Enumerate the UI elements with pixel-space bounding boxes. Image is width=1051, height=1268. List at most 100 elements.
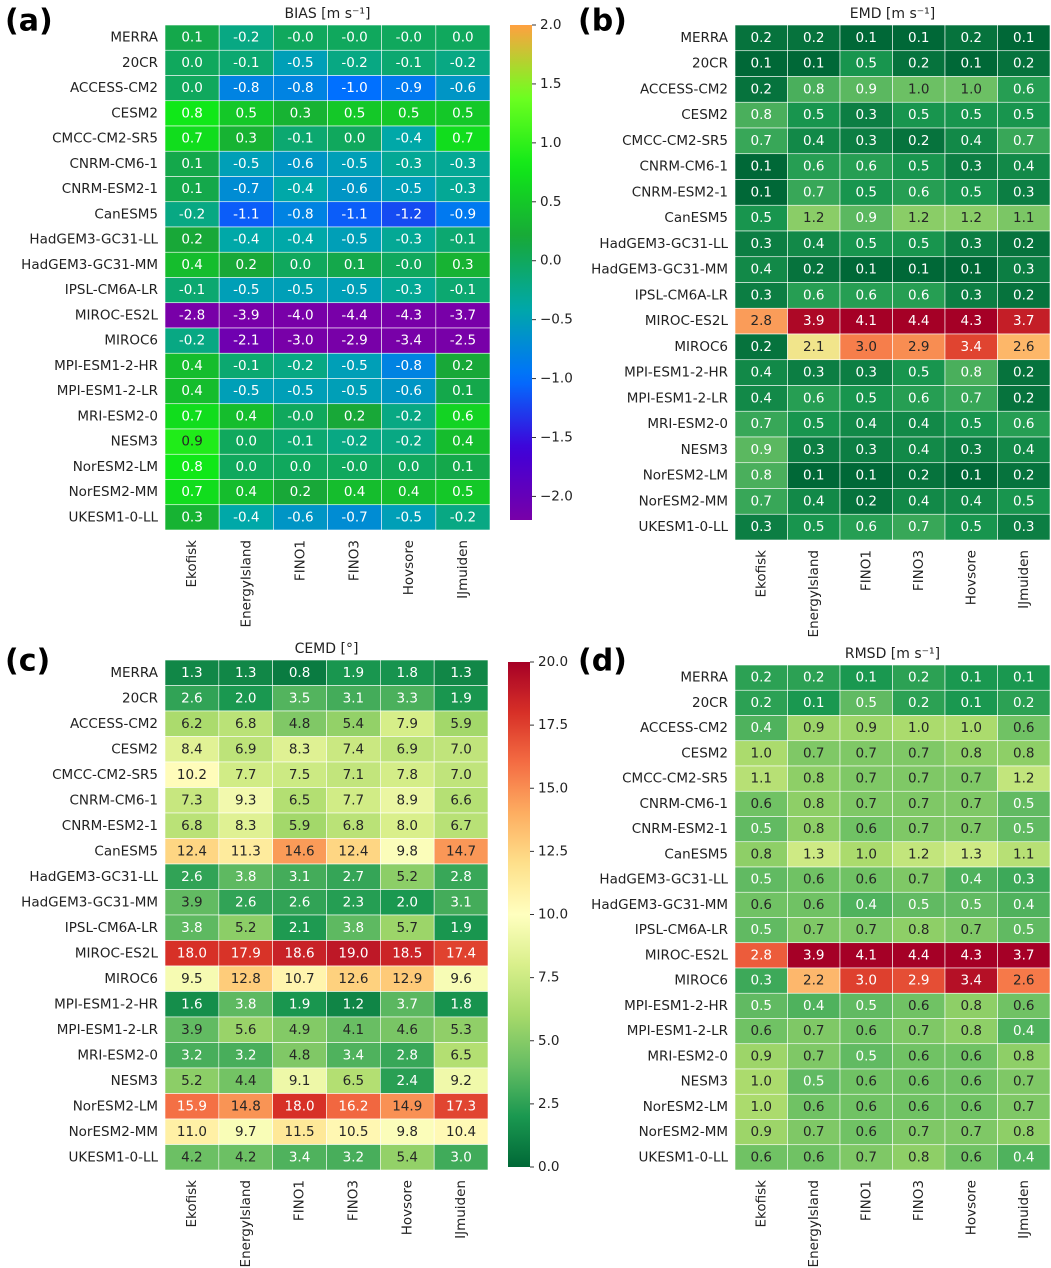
cell-label: -0.0	[341, 459, 367, 475]
cell-label: 0.1	[751, 184, 772, 200]
heatmap-cell	[997, 1018, 1051, 1045]
cell-label: 0.2	[751, 30, 772, 46]
cell-label: 2.2	[803, 973, 824, 989]
cell-label: 3.5	[289, 690, 310, 706]
heatmap-cell	[272, 991, 327, 1018]
row-label: CNRM-CM6-1	[639, 796, 728, 812]
cell-label: 4.8	[289, 716, 310, 732]
cell-label: 3.7	[1013, 947, 1034, 963]
heatmap-cell	[380, 1067, 435, 1094]
heatmap-cell	[892, 1119, 946, 1146]
cell-label: -4.3	[396, 307, 422, 323]
cell-label: 0.2	[908, 133, 929, 149]
cell-label: 0.2	[856, 493, 877, 509]
cell-label: 0.5	[961, 107, 982, 123]
heatmap-cell	[327, 352, 382, 379]
heatmap-cell	[327, 428, 382, 455]
heatmap-cell	[892, 664, 946, 691]
cell-label: 0.3	[1013, 262, 1034, 278]
row-label: ACCESS-CM2	[70, 716, 158, 732]
cell-label: 0.7	[908, 821, 929, 837]
cell-label: 0.7	[751, 416, 772, 432]
heatmap-cell	[839, 866, 893, 893]
cell-label: 0.6	[961, 1149, 982, 1165]
heatmap-cell	[839, 230, 893, 258]
cell-label: 10.2	[177, 767, 207, 783]
cell-label: -0.1	[450, 232, 476, 248]
row-label: UKESM1-0-LL	[69, 1149, 159, 1165]
heatmap-cell	[218, 327, 274, 354]
cell-label: -0.9	[450, 206, 476, 222]
cell-label: 0.7	[908, 771, 929, 787]
cell-label: 0.4	[961, 872, 982, 888]
cell-label: 0.3	[803, 365, 824, 381]
cell-label: -0.0	[396, 30, 422, 46]
heatmap-cell	[839, 1068, 893, 1095]
cell-label: 0.2	[803, 262, 824, 278]
heatmap-cell	[944, 790, 998, 817]
cell-label: 0.6	[751, 1149, 772, 1165]
cell-label: 0.7	[1013, 1074, 1034, 1090]
cell-label: 0.5	[856, 184, 877, 200]
heatmap-cell	[218, 685, 273, 712]
heatmap-cell	[734, 1068, 788, 1095]
heatmap-cell	[326, 1016, 381, 1043]
cell-label: 0.3	[856, 442, 877, 458]
row-label: CanESM5	[94, 843, 158, 859]
cell-label: 9.8	[397, 843, 418, 859]
cell-label: 1.9	[450, 920, 471, 936]
cell-label: -2.8	[179, 307, 205, 323]
cell-label: 0.7	[803, 1124, 824, 1140]
cell-label: -3.9	[233, 307, 259, 323]
heatmap-cell	[734, 333, 788, 361]
cell-label: 0.9	[856, 210, 877, 226]
colorbar-tick-label: 1.0	[540, 135, 561, 151]
cell-label: 7.7	[343, 792, 364, 808]
heatmap-cell	[997, 385, 1051, 412]
column-label: FINO1	[858, 1180, 874, 1221]
cell-label: 0.6	[856, 1074, 877, 1090]
cell-label: 1.2	[961, 210, 982, 226]
heatmap-cell	[164, 812, 220, 839]
heatmap-cell	[218, 991, 273, 1018]
cell-label: 0.3	[856, 133, 877, 149]
heatmap-cell	[327, 504, 382, 531]
heatmap-cell	[734, 179, 788, 206]
heatmap-cell	[839, 101, 893, 129]
heatmap-cell	[839, 307, 893, 335]
cell-label: 0.0	[452, 30, 473, 46]
heatmap-cell	[164, 428, 220, 455]
heatmap-cell	[892, 891, 946, 918]
heatmap-cell	[272, 736, 327, 763]
heatmap-cell	[892, 866, 946, 893]
cell-label: 3.0	[856, 973, 877, 989]
column-label: FINO1	[292, 1180, 308, 1221]
cell-label: 0.1	[181, 181, 202, 197]
cell-label: 0.1	[856, 30, 877, 46]
row-label: IPSL-CM6A-LR	[65, 920, 158, 936]
heatmap-cell	[787, 942, 841, 969]
cell-label: -0.2	[287, 358, 313, 374]
heatmap-cell	[218, 736, 273, 763]
heatmap-cell	[435, 479, 491, 506]
cell-label: 9.2	[450, 1073, 471, 1089]
cell-label: 0.9	[751, 1124, 772, 1140]
heatmap-cell	[164, 453, 220, 480]
cell-label: 0.1	[1013, 30, 1034, 46]
cell-label: 10.4	[446, 1124, 476, 1140]
cell-label: 17.3	[446, 1098, 476, 1114]
heatmap-cell	[380, 965, 435, 992]
cell-label: 0.2	[751, 695, 772, 711]
heatmap-cell	[433, 1118, 489, 1145]
heatmap-cell	[787, 488, 841, 515]
row-label: MIROC6	[674, 339, 728, 355]
cell-label: 1.3	[181, 665, 202, 681]
heatmap-cell	[327, 378, 382, 405]
heatmap-cell	[997, 436, 1051, 464]
row-label: CESM2	[681, 107, 728, 123]
heatmap-cell	[272, 1093, 327, 1120]
cell-label: 2.1	[289, 920, 310, 936]
heatmap-cell	[380, 1118, 435, 1145]
cell-label: 2.6	[289, 894, 310, 910]
chart-title: CEMD [°]	[295, 641, 359, 657]
